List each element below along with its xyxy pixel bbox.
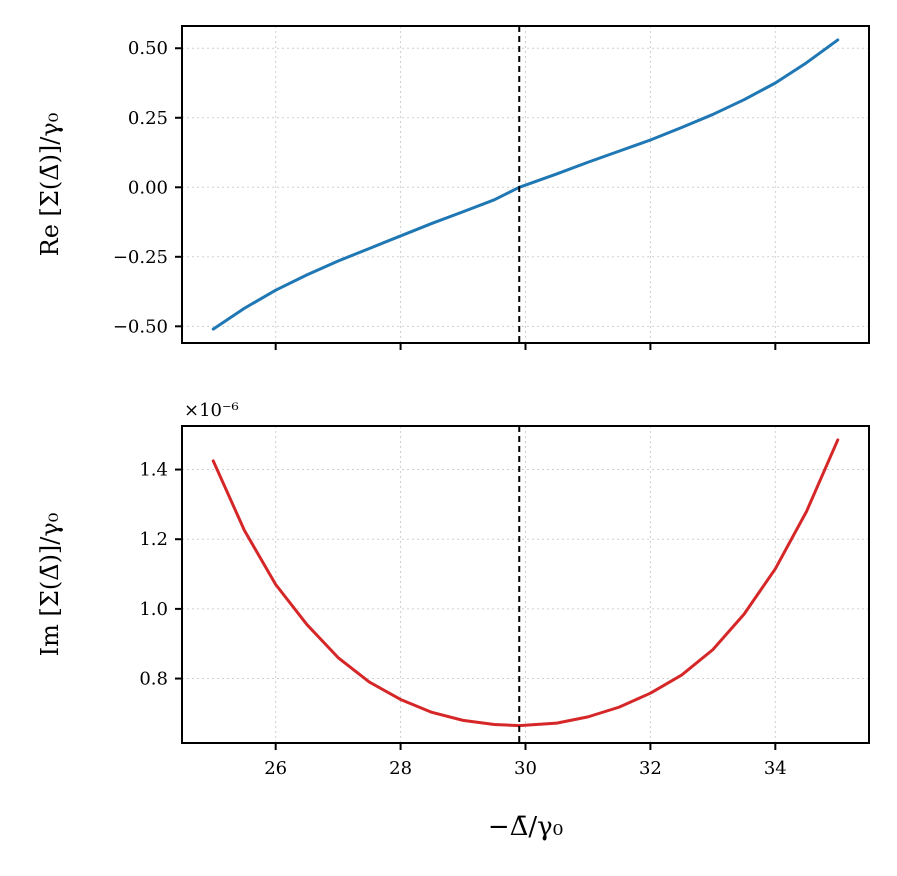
y-tick-label: −0.25 [113,247,168,268]
x-tick-label: 28 [389,758,412,779]
bottom-panel: 26 28 30 32 34 0.8 1.0 1.2 1.4 Im [Σ(Δ̄)]/γ₀ −Δ̄/γ… [36,400,870,842]
y-axis-label: Im [Σ(Δ̄)]/γ₀ [36,513,64,657]
x-tick-label: 32 [639,758,662,779]
x-tick-label: 30 [514,758,537,779]
x-tick-label: 26 [264,758,287,779]
y-tick-label: 0.00 [128,177,168,198]
y-axis-label: Re [Σ(Δ̄)]/γ₀ [36,113,64,257]
y-tick-label: 1.0 [139,599,168,620]
x-tick-label: 34 [764,758,787,779]
x-axis-label: −Δ̄/γ₀ [488,812,563,842]
y-tick-label: 0.8 [139,669,168,690]
y-offset-label: ×10⁻⁶ [184,400,239,421]
y-tick-label: 0.25 [128,108,168,129]
series-line [211,438,840,728]
y-tick-label: 0.50 [128,38,168,59]
y-tick-label: 1.2 [139,529,168,550]
y-tick-label: 1.4 [139,460,168,481]
y-tick-label: −0.50 [113,316,168,337]
top-panel: −0.50 −0.25 0.00 0.25 0.50 Re [Σ(Δ̄)]/γ₀ [36,25,870,350]
series-line [211,38,840,331]
